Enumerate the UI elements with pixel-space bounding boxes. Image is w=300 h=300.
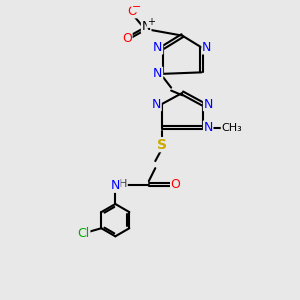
Text: O: O (171, 178, 181, 191)
Text: N: N (111, 179, 120, 192)
Text: +: + (147, 17, 155, 27)
Text: H: H (119, 179, 127, 189)
Text: O: O (122, 32, 132, 45)
Text: S: S (157, 138, 167, 152)
Text: N: N (152, 98, 161, 111)
Text: −: − (132, 2, 141, 12)
Text: CH₃: CH₃ (221, 123, 242, 133)
Text: N: N (203, 98, 213, 111)
Text: N: N (153, 41, 163, 54)
Text: N: N (142, 20, 151, 33)
Text: N: N (202, 41, 211, 54)
Text: N: N (203, 121, 213, 134)
Text: O: O (128, 5, 137, 18)
Text: Cl: Cl (78, 227, 90, 240)
Text: N: N (153, 67, 163, 80)
